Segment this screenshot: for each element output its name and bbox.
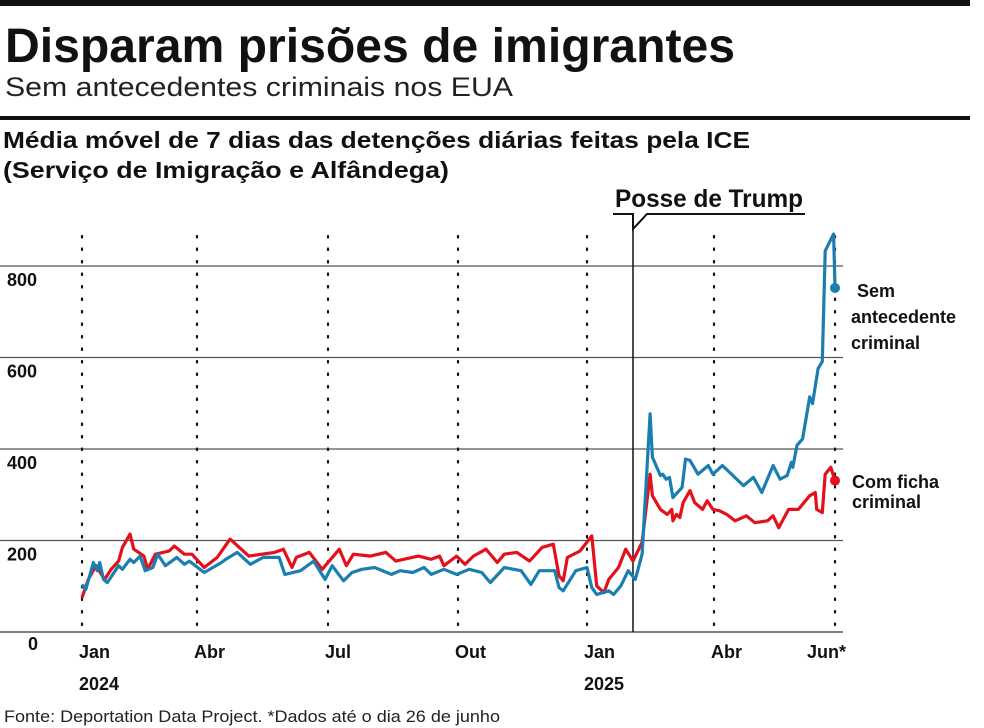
x-year-label: 2025: [584, 674, 624, 694]
y-tick-label: 800: [7, 270, 37, 290]
legend-label: antecedente: [851, 307, 956, 327]
y-tick-label: 200: [7, 545, 37, 565]
y-tick-label: 0: [28, 634, 38, 654]
x-gridlines: [80, 234, 837, 630]
trump-annotation: Posse de Trump: [613, 185, 805, 632]
y-tick-label: 600: [7, 362, 37, 382]
grid: [0, 265, 843, 633]
x-tick-label: Abr: [194, 642, 225, 662]
x-tick-label: Out: [455, 642, 486, 662]
x-tick-label: Jun*: [807, 642, 846, 662]
series-end-marker: [830, 475, 840, 486]
x-tick-label: Jan: [584, 642, 615, 662]
chart-title-line2: (Serviço de Imigração e Alfândega): [3, 157, 449, 183]
x-tick-label: Jan: [79, 642, 110, 662]
x-tick-label: Jul: [325, 642, 351, 662]
x-year-label: 2024: [79, 674, 119, 694]
page-title: Disparam prisões de imigrantes: [5, 20, 735, 73]
legend-sem-antecedente: Sem antecedente criminal: [851, 281, 956, 353]
legend-label: Com ficha: [852, 472, 940, 492]
series-line-com-ficha: [80, 465, 837, 599]
y-tick-labels: 0 200 400 600 800: [7, 270, 38, 654]
top-rule: [0, 0, 970, 6]
annotation-label: Posse de Trump: [615, 185, 803, 213]
y-tick-label: 400: [7, 453, 37, 473]
x-tick-label: Abr: [711, 642, 742, 662]
series-end-marker: [830, 282, 840, 293]
chart-title-line1: Média móvel de 7 dias das detenções diár…: [3, 127, 750, 153]
section-rule: [0, 116, 970, 120]
legend-label: Sem: [857, 281, 895, 301]
annotation-callout: [613, 213, 805, 232]
legend-label: criminal: [852, 492, 921, 512]
legend-label: criminal: [851, 333, 920, 353]
legend-com-ficha: Com ficha criminal: [852, 472, 940, 512]
page-subtitle: Sem antecedentes criminais nos EUA: [5, 72, 513, 102]
series-line-sem-antecedente: [80, 232, 837, 597]
source-note: Fonte: Deportation Data Project. *Dados …: [4, 707, 500, 726]
x-tick-labels: Jan 2024 Abr Jul Out Jan 2025 Abr Jun*: [79, 642, 846, 694]
series-group: [80, 232, 840, 599]
